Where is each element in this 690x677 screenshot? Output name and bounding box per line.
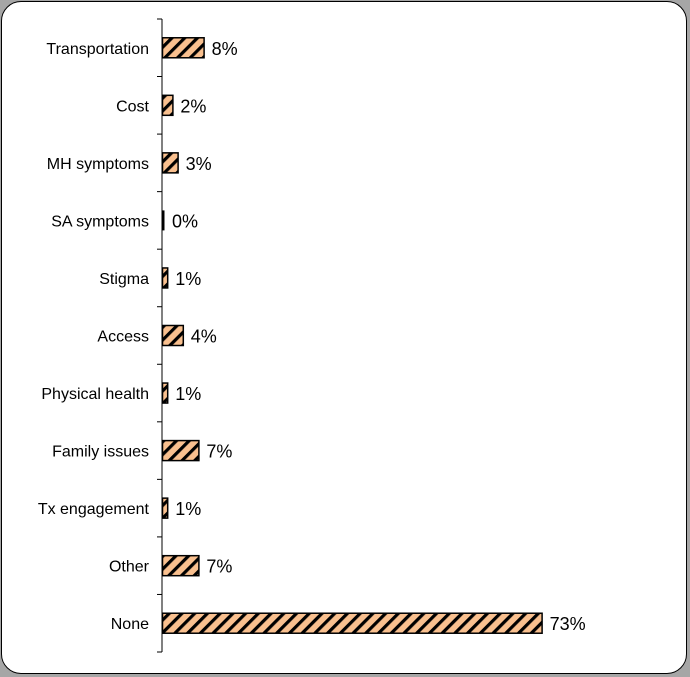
bar bbox=[161, 37, 205, 59]
y-axis bbox=[157, 18, 163, 653]
bar bbox=[161, 439, 200, 462]
data-label: 2% bbox=[180, 96, 206, 116]
bar bbox=[161, 267, 169, 289]
bar bbox=[161, 324, 185, 347]
data-label: 1% bbox=[175, 269, 201, 289]
data-label: 73% bbox=[550, 614, 586, 634]
data-label: 8% bbox=[212, 39, 238, 59]
category-label: None bbox=[111, 616, 149, 633]
bar bbox=[161, 497, 169, 519]
bar bbox=[161, 94, 174, 117]
category-labels: Transportation Cost MH symptoms SA symptoms… bbox=[38, 41, 150, 633]
bar bbox=[161, 382, 169, 404]
category-label: Other bbox=[109, 559, 150, 576]
data-label: 1% bbox=[175, 499, 201, 519]
bar bbox=[161, 554, 200, 577]
bar bbox=[161, 152, 179, 174]
category-label: Transportation bbox=[46, 41, 149, 58]
category-label: Tx engagement bbox=[38, 501, 150, 518]
category-label: Stigma bbox=[99, 271, 149, 288]
category-label: Access bbox=[97, 329, 149, 346]
bar bbox=[161, 612, 543, 634]
category-label: SA symptoms bbox=[51, 213, 149, 230]
value-labels: 8% 2% 3% 0% 1% 4% 1% 7% 1% 7% 73% bbox=[172, 39, 586, 634]
data-label: 3% bbox=[186, 154, 212, 174]
category-label: Cost bbox=[116, 98, 149, 115]
data-label: 7% bbox=[206, 442, 232, 462]
data-label: 0% bbox=[172, 211, 198, 231]
category-label: Family issues bbox=[52, 444, 149, 461]
bars bbox=[161, 37, 543, 634]
data-label: 7% bbox=[206, 557, 232, 577]
category-label: MH symptoms bbox=[47, 156, 149, 173]
data-label: 1% bbox=[175, 384, 201, 404]
category-label: Physical health bbox=[41, 386, 149, 403]
data-label: 4% bbox=[191, 327, 217, 347]
